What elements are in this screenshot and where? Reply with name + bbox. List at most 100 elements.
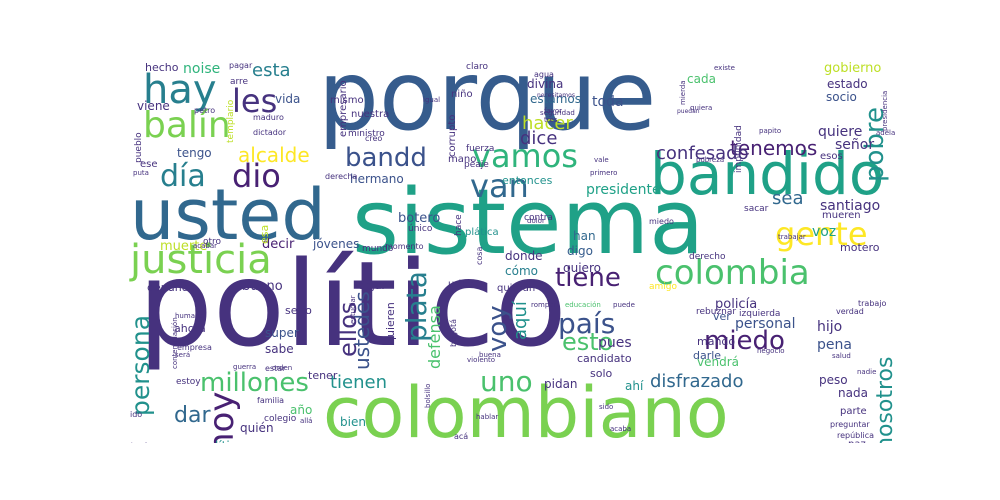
cloud-word: dio (232, 157, 281, 195)
cloud-word: policía (715, 297, 758, 312)
cloud-word: serio (285, 304, 312, 317)
cloud-word: divina (527, 77, 564, 91)
cloud-word: rebuznar (696, 307, 737, 317)
cloud-word: esta (252, 60, 291, 81)
cloud-word: igual (423, 96, 441, 104)
cloud-word: hablar (476, 413, 499, 421)
cloud-word: verdad (836, 307, 864, 316)
cloud-word: hermano (350, 172, 404, 186)
cloud-word: van (470, 167, 529, 205)
cloud-word: familia (257, 396, 285, 405)
cloud-word: hijo (817, 319, 843, 335)
cloud-word: tres (544, 116, 558, 124)
cloud-word: porque (318, 58, 657, 152)
cloud-word: acá (454, 432, 469, 441)
cloud-word: quieran (497, 283, 536, 294)
cloud-word: usted (130, 174, 326, 256)
cloud-word: acabar (193, 242, 218, 250)
cloud-word: puta (133, 169, 149, 177)
cloud-word: darle (693, 349, 722, 362)
cloud-word: tienen (330, 372, 388, 393)
cloud-word: claro (466, 62, 488, 72)
cloud-word: ahora (174, 322, 206, 335)
cloud-word: puedan (677, 108, 700, 115)
cloud-word: santiago (820, 198, 881, 214)
cloud-word: arre (230, 77, 249, 87)
cloud-word: ese (140, 159, 158, 170)
cloud-word: favor (544, 107, 563, 115)
cloud-word: impunidad (734, 124, 744, 173)
cloud-word: mano (448, 154, 477, 165)
cloud-word: pobreza (696, 156, 725, 164)
cloud-word: contra (524, 213, 553, 223)
cloud-word: empresa (177, 343, 212, 352)
cloud-word: motero (840, 241, 880, 254)
cloud-word: balín (143, 105, 231, 146)
cloud-word: educación (565, 301, 601, 309)
cloud-word: bueno (242, 279, 283, 294)
cloud-word: maduro (253, 113, 284, 122)
cloud-word: allá (300, 417, 313, 425)
cloud-word: trabajo (858, 299, 887, 308)
cloud-word: violento (467, 356, 496, 364)
cloud-word: contemplación (171, 317, 179, 369)
cloud-word: estoy (176, 377, 201, 387)
cloud-word: quiere (818, 124, 863, 140)
cloud-word: acaba (610, 425, 632, 433)
cloud-word: negocio (757, 347, 785, 355)
cloud-word: existe (714, 64, 735, 72)
cloud-word: estar (265, 364, 286, 373)
cloud-word: vamos (472, 137, 578, 175)
cloud-word: fuerza (466, 144, 495, 154)
cloud-word: momento (385, 242, 424, 251)
cloud-word: primero (590, 169, 618, 177)
cloud-word: personal (735, 316, 796, 332)
cloud-word: vale (594, 156, 609, 164)
cloud-word: botero (398, 211, 441, 226)
cloud-word: será (175, 351, 191, 359)
cloud-word: tiene (555, 263, 621, 293)
cloud-word: peso (819, 373, 848, 387)
cloud-word: mundo (362, 244, 394, 254)
cloud-word: pidan (544, 377, 578, 391)
cloud-word: defensa (425, 304, 444, 369)
cloud-word: esos (820, 151, 843, 162)
cloud-word: ahí (625, 379, 644, 393)
cloud-word: mismo (330, 95, 364, 106)
cloud-word: presidencia (881, 90, 889, 131)
cloud-word: salud (832, 352, 851, 360)
cloud-word: hacer (522, 113, 573, 134)
cloud-word: estudiar (349, 295, 357, 324)
cloud-word: seguridad (540, 109, 575, 117)
cloud-word: hecho (145, 61, 179, 74)
cloud-word: solo (590, 367, 613, 380)
cloud-word: dictador (253, 128, 286, 137)
cloud-word: parte (840, 406, 867, 417)
cloud-word: cada (687, 72, 716, 86)
cloud-word: adelante (876, 129, 895, 137)
cloud-word: vida (275, 92, 301, 106)
cloud-word: tenemos (730, 136, 818, 160)
cloud-word: toda (592, 94, 624, 110)
cloud-word: buena (479, 351, 501, 359)
cloud-word: único (408, 224, 433, 234)
cloud-word: bien (340, 415, 366, 429)
cloud-word: peaje (464, 160, 489, 170)
cloud-word: millones (200, 368, 309, 398)
cloud-word: preguntar (830, 420, 870, 429)
cloud-word: donde (505, 249, 543, 263)
cloud-word: derecho (689, 252, 726, 262)
word-cloud: porque político sistema colombiano usted band… (125, 58, 895, 443)
cloud-word: ministro (348, 129, 385, 139)
cloud-word: agua (534, 70, 554, 79)
cloud-word: cómo (505, 264, 538, 278)
cloud-word: voy (483, 305, 513, 353)
cloud-word: político (138, 235, 567, 373)
cloud-word: república (837, 431, 875, 440)
cloud-word: orden (272, 364, 293, 372)
cloud-word: ido (130, 410, 143, 419)
cloud-word: colombiano (323, 372, 729, 443)
cloud-word: gobierno (824, 61, 882, 76)
cloud-word: dejar (358, 279, 387, 292)
cloud-word: guerra (233, 363, 257, 371)
